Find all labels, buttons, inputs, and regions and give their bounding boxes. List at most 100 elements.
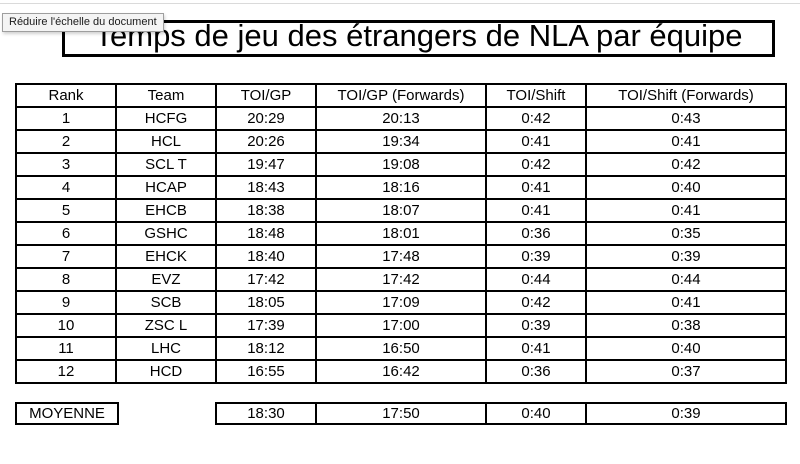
cell-toi-gp-forwards: 17:42 [315,267,487,292]
header-team: Team [115,83,217,108]
cell-toi-shift: 0:44 [485,267,587,292]
cell-toi-gp: 19:47 [215,152,317,177]
cell-toi-shift-forwards: 0:38 [585,313,787,338]
cell-toi-gp: 18:38 [215,198,317,223]
cell-team: HCFG [115,106,217,131]
table-row: 9 SCB 18:05 17:09 0:42 0:41 [15,290,787,315]
header-toi-gp-forwards: TOI/GP (Forwards) [315,83,487,108]
cell-toi-gp: 17:42 [215,267,317,292]
header-row: Rank Team TOI/GP TOI/GP (Forwards) TOI/S… [15,83,787,108]
cell-rank: 11 [15,336,117,361]
table-row: 11 LHC 18:12 16:50 0:41 0:40 [15,336,787,361]
cell-toi-shift-forwards: 0:41 [585,129,787,154]
cell-team: HCAP [115,175,217,200]
cell-team: HCD [115,359,217,384]
table-row: 6 GSHC 18:48 18:01 0:36 0:35 [15,221,787,246]
cell-toi-gp-forwards: 19:34 [315,129,487,154]
cell-rank: 1 [15,106,117,131]
table-row: 2 HCL 20:26 19:34 0:41 0:41 [15,129,787,154]
header-toi-shift: TOI/Shift [485,83,587,108]
header-toi-gp: TOI/GP [215,83,317,108]
cell-team: ZSC L [115,313,217,338]
cell-toi-gp-forwards: 18:01 [315,221,487,246]
cell-toi-gp-forwards: 17:00 [315,313,487,338]
cell-toi-gp-forwards: 16:42 [315,359,487,384]
cell-rank: 3 [15,152,117,177]
table-row: 8 EVZ 17:42 17:42 0:44 0:44 [15,267,787,292]
cell-team: EHCB [115,198,217,223]
table-row: 12 HCD 16:55 16:42 0:36 0:37 [15,359,787,384]
cell-rank: 5 [15,198,117,223]
table-row: 3 SCL T 19:47 19:08 0:42 0:42 [15,152,787,177]
cell-toi-shift-forwards: 0:40 [585,336,787,361]
cell-toi-shift: 0:41 [485,336,587,361]
table-row: 7 EHCK 18:40 17:48 0:39 0:39 [15,244,787,269]
cell-toi-gp: 20:29 [215,106,317,131]
cell-toi-gp-forwards: 19:08 [315,152,487,177]
cell-rank: 8 [15,267,117,292]
header-rank: Rank [15,83,117,108]
scale-tooltip: Réduire l'échelle du document [2,13,164,32]
cell-team: HCL [115,129,217,154]
average-toi-gp-forwards: 17:50 [315,402,487,425]
cell-rank: 7 [15,244,117,269]
cell-toi-shift-forwards: 0:41 [585,290,787,315]
cell-rank: 4 [15,175,117,200]
cell-toi-shift-forwards: 0:40 [585,175,787,200]
cell-toi-shift-forwards: 0:41 [585,198,787,223]
cell-toi-gp: 18:05 [215,290,317,315]
table-row: 4 HCAP 18:43 18:16 0:41 0:40 [15,175,787,200]
cell-toi-gp-forwards: 17:48 [315,244,487,269]
cell-toi-gp: 18:12 [215,336,317,361]
cell-toi-gp: 18:40 [215,244,317,269]
cell-toi-shift: 0:41 [485,175,587,200]
cell-rank: 9 [15,290,117,315]
average-toi-gp: 18:30 [215,402,317,425]
cell-rank: 2 [15,129,117,154]
cell-team: EVZ [115,267,217,292]
cell-toi-shift-forwards: 0:43 [585,106,787,131]
cell-toi-shift-forwards: 0:35 [585,221,787,246]
table-row: 5 EHCB 18:38 18:07 0:41 0:41 [15,198,787,223]
document-title-box: Temps de jeu des étrangers de NLA par éq… [62,20,775,57]
cell-toi-shift: 0:42 [485,152,587,177]
cell-toi-shift: 0:36 [485,221,587,246]
average-toi-shift: 0:40 [485,402,587,425]
stats-table: Rank Team TOI/GP TOI/GP (Forwards) TOI/S… [15,83,787,384]
cell-toi-gp: 17:39 [215,313,317,338]
cell-team: SCL T [115,152,217,177]
cell-team: EHCK [115,244,217,269]
cell-toi-shift-forwards: 0:37 [585,359,787,384]
cell-team: SCB [115,290,217,315]
cell-rank: 6 [15,221,117,246]
cell-toi-shift-forwards: 0:42 [585,152,787,177]
cell-toi-gp: 16:55 [215,359,317,384]
cell-toi-shift-forwards: 0:39 [585,244,787,269]
average-row: 18:30 17:50 0:40 0:39 [215,402,787,425]
cell-toi-gp-forwards: 18:16 [315,175,487,200]
table-row: 1 HCFG 20:29 20:13 0:42 0:43 [15,106,787,131]
cell-toi-shift: 0:41 [485,129,587,154]
cell-toi-shift: 0:41 [485,198,587,223]
cell-toi-shift: 0:42 [485,106,587,131]
cell-toi-gp-forwards: 18:07 [315,198,487,223]
cell-toi-gp-forwards: 17:09 [315,290,487,315]
cell-toi-gp-forwards: 16:50 [315,336,487,361]
cell-toi-gp: 18:48 [215,221,317,246]
cell-rank: 10 [15,313,117,338]
cell-toi-shift: 0:39 [485,313,587,338]
top-divider [0,3,800,4]
average-label-box: MOYENNE [15,402,119,425]
table-row: 10 ZSC L 17:39 17:00 0:39 0:38 [15,313,787,338]
cell-toi-gp: 20:26 [215,129,317,154]
header-toi-shift-forwards: TOI/Shift (Forwards) [585,83,787,108]
cell-toi-shift-forwards: 0:44 [585,267,787,292]
cell-team: LHC [115,336,217,361]
page-title: Temps de jeu des étrangers de NLA par éq… [94,20,743,53]
average-values-table: 18:30 17:50 0:40 0:39 [215,402,787,425]
cell-rank: 12 [15,359,117,384]
cell-toi-shift: 0:39 [485,244,587,269]
cell-toi-shift: 0:42 [485,290,587,315]
cell-toi-gp-forwards: 20:13 [315,106,487,131]
